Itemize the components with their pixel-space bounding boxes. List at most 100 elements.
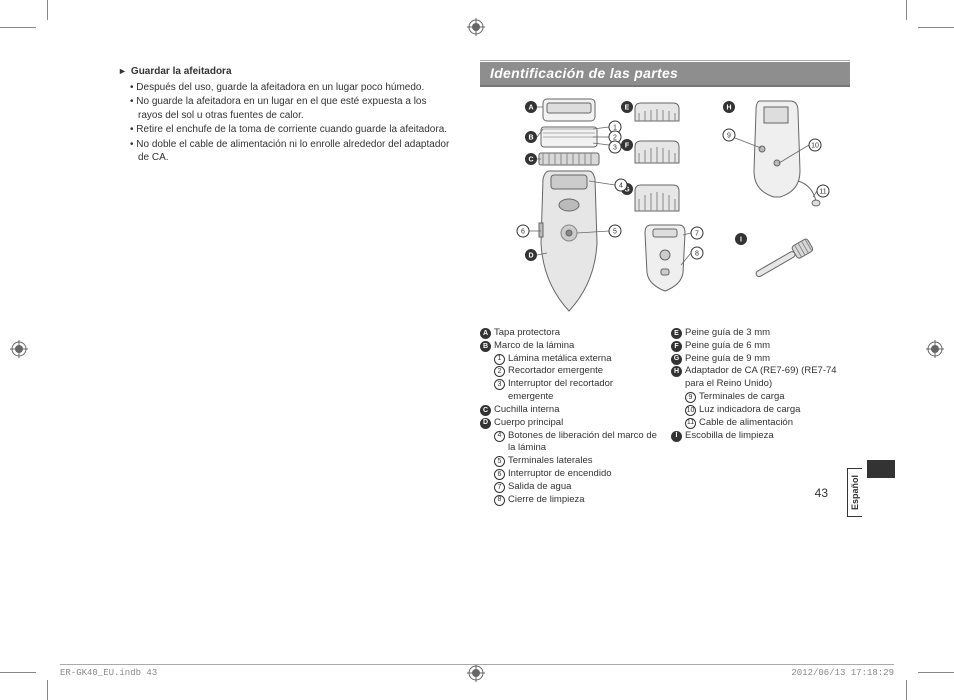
callout-letter-icon: A <box>480 328 491 339</box>
parts-label: Luz indicadora de carga <box>699 404 850 417</box>
parts-line: FPeine guía de 6 mm <box>671 340 850 353</box>
parts-label: Cuerpo principal <box>494 417 659 430</box>
crop-mark <box>0 672 36 673</box>
parts-line: 2Recortador emergente <box>494 365 659 378</box>
svg-text:B: B <box>528 135 533 142</box>
svg-text:H: H <box>726 105 731 112</box>
parts-line: 11Cable de alimentación <box>685 417 850 430</box>
parts-label: Cuchilla interna <box>494 404 659 417</box>
registration-mark-icon <box>926 340 944 358</box>
bullet-item: No doble el cable de alimentación ni lo … <box>130 138 450 165</box>
svg-text:F: F <box>625 143 630 150</box>
parts-label: Botones de liberación del marco de la lá… <box>508 430 659 456</box>
parts-label: Cable de alimentación <box>699 417 850 430</box>
callout-number-icon: 6 <box>494 469 505 480</box>
footer-timestamp: 2012/06/13 17:18:29 <box>791 668 894 678</box>
parts-label: Peine guía de 9 mm <box>685 353 850 366</box>
svg-text:D: D <box>528 253 533 260</box>
section-title: Identificación de las partes <box>480 62 850 87</box>
parts-line: BMarco de la lámina <box>480 340 659 353</box>
callout-letter-icon: F <box>671 341 682 352</box>
right-column: Identificación de las partes <box>480 60 850 506</box>
parts-label: Peine guía de 3 mm <box>685 327 850 340</box>
svg-text:I: I <box>740 237 742 244</box>
svg-text:6: 6 <box>521 229 525 236</box>
content-area: Guardar la afeitadora Después del uso, g… <box>110 50 850 630</box>
registration-mark-icon <box>10 340 28 358</box>
footer-filename: ER-GK40_EU.indb 43 <box>60 668 157 678</box>
parts-line: 9Terminales de carga <box>685 391 850 404</box>
svg-text:11: 11 <box>819 189 826 196</box>
callout-number-icon: 9 <box>685 392 696 403</box>
crop-mark <box>47 680 48 700</box>
parts-label: Interruptor del recortador emergente <box>508 378 659 404</box>
callout-number-icon: 3 <box>494 379 505 390</box>
parts-line: IEscobilla de limpieza <box>671 430 850 443</box>
bullet-item: No guarde la afeitadora en un lugar en e… <box>130 95 450 122</box>
parts-label: Escobilla de limpieza <box>685 430 850 443</box>
parts-label: Interruptor de encendido <box>508 468 659 481</box>
parts-line: 6Interruptor de encendido <box>494 468 659 481</box>
parts-line: EPeine guía de 3 mm <box>671 327 850 340</box>
parts-line: DCuerpo principal <box>480 417 659 430</box>
language-tab: Español <box>847 468 862 517</box>
svg-text:7: 7 <box>695 231 699 238</box>
registration-mark-icon <box>467 18 485 36</box>
parts-label: Tapa protectora <box>494 327 659 340</box>
parts-line: HAdaptador de CA (RE7-69) (RE7-74 para e… <box>671 365 850 391</box>
svg-text:5: 5 <box>613 229 617 236</box>
parts-label: Lámina metálica externa <box>508 353 659 366</box>
parts-line: 5Terminales laterales <box>494 455 659 468</box>
crop-mark <box>906 0 907 20</box>
parts-label: Cierre de limpieza <box>508 494 659 507</box>
parts-legend-left: ATapa protectoraBMarco de la lámina1Lámi… <box>480 327 659 506</box>
parts-line: 10Luz indicadora de carga <box>685 404 850 417</box>
parts-label: Marco de la lámina <box>494 340 659 353</box>
manual-page: Guardar la afeitadora Después del uso, g… <box>0 0 954 700</box>
parts-line: GPeine guía de 9 mm <box>671 353 850 366</box>
parts-line: 7Salida de agua <box>494 481 659 494</box>
callout-number-icon: 2 <box>494 366 505 377</box>
callout-number-icon: 1 <box>494 354 505 365</box>
bullet-item: Después del uso, guarde la afeitadora en… <box>130 81 450 95</box>
callout-letter-icon: E <box>671 328 682 339</box>
parts-line: 3Interruptor del recortador emergente <box>494 378 659 404</box>
callout-letter-icon: H <box>671 366 682 377</box>
callout-number-icon: 7 <box>494 482 505 493</box>
svg-text:10: 10 <box>811 143 819 150</box>
svg-text:9: 9 <box>727 133 731 140</box>
svg-text:A: A <box>528 105 533 112</box>
svg-text:4: 4 <box>619 183 623 190</box>
svg-text:2: 2 <box>613 135 617 142</box>
storage-bullets: Después del uso, guarde la afeitadora en… <box>130 81 450 165</box>
callout-letter-icon: D <box>480 418 491 429</box>
parts-line: 8Cierre de limpieza <box>494 494 659 507</box>
page-number: 43 <box>815 486 828 500</box>
storage-heading: Guardar la afeitadora <box>118 65 450 79</box>
crop-mark <box>918 672 954 673</box>
parts-line: 4Botones de liberación del marco de la l… <box>494 430 659 456</box>
parts-line: 1Lámina metálica externa <box>494 353 659 366</box>
callout-letter-icon: C <box>480 405 491 416</box>
callout-letter-icon: I <box>671 431 682 442</box>
parts-label: Terminales de carga <box>699 391 850 404</box>
bullet-item: Retire el enchufe de la toma de corrient… <box>130 123 450 137</box>
parts-line: CCuchilla interna <box>480 404 659 417</box>
callout-letter-icon: B <box>480 341 491 352</box>
parts-label: Recortador emergente <box>508 365 659 378</box>
callout-number-icon: 11 <box>685 418 696 429</box>
language-index-marker <box>867 460 895 478</box>
title-rule <box>480 60 850 61</box>
svg-text:C: C <box>528 157 533 164</box>
svg-text:3: 3 <box>613 145 617 152</box>
callout-number-icon: 8 <box>494 495 505 506</box>
print-footer: ER-GK40_EU.indb 43 2012/06/13 17:18:29 <box>60 664 894 678</box>
crop-mark <box>906 680 907 700</box>
parts-legend-right: EPeine guía de 3 mmFPeine guía de 6 mmGP… <box>671 327 850 506</box>
callout-letter-icon: G <box>671 354 682 365</box>
parts-legend: ATapa protectoraBMarco de la lámina1Lámi… <box>480 327 850 506</box>
left-column: Guardar la afeitadora Después del uso, g… <box>110 65 450 166</box>
callout-number-icon: 10 <box>685 405 696 416</box>
parts-label: Terminales laterales <box>508 455 659 468</box>
parts-label: Peine guía de 6 mm <box>685 340 850 353</box>
